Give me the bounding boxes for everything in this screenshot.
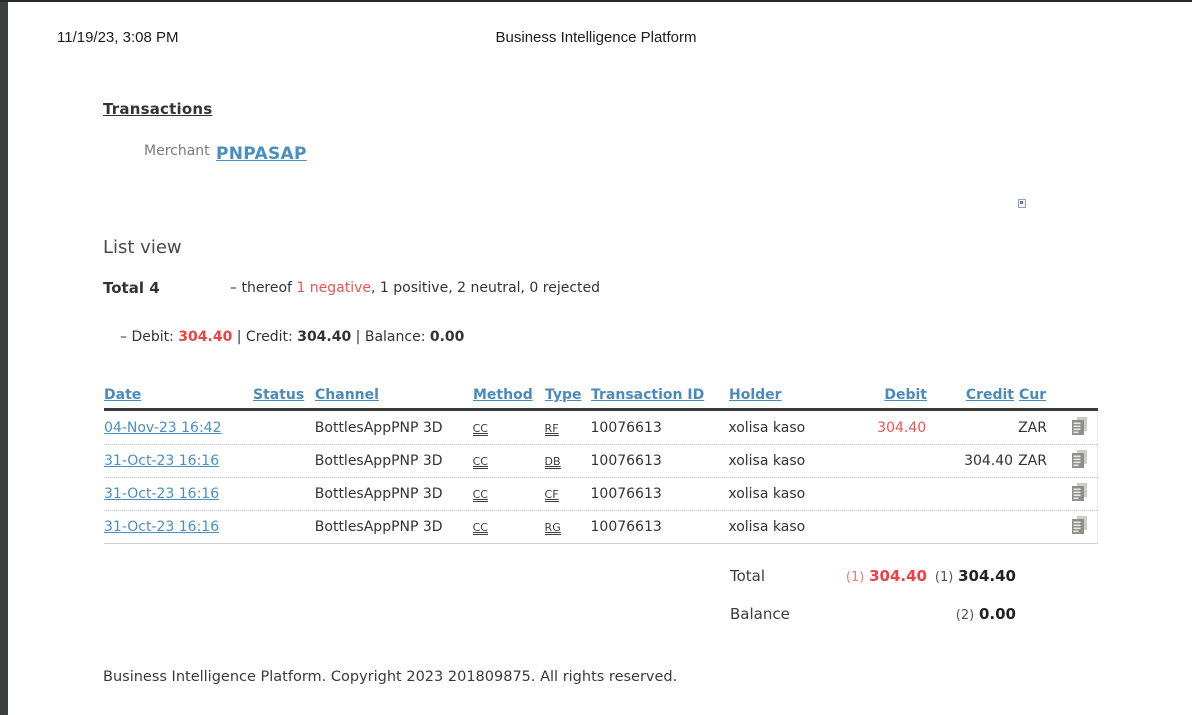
column-header-holder[interactable]: Holder [729, 387, 782, 403]
type-link[interactable]: RF [544, 421, 559, 436]
column-header-status[interactable]: Status [253, 387, 305, 403]
total-debit: (1) 304.40 [846, 567, 927, 585]
holder-cell: xolisa kaso [728, 419, 806, 436]
document-copy-icon[interactable] [1071, 449, 1089, 473]
transaction-date-link[interactable]: 04-Nov-23 16:42 [104, 419, 222, 436]
currency-cell: ZAR [1018, 419, 1047, 436]
merchant-link[interactable]: PNPASAP [216, 144, 307, 164]
credit-label: | Credit: [232, 329, 298, 345]
currency-cell: ZAR [1018, 453, 1047, 469]
column-header-credit[interactable]: Credit [965, 387, 1014, 403]
transaction-date-link[interactable]: 31-Oct-23 16:16 [104, 486, 220, 502]
balance-value: 0.00 [978, 605, 1016, 623]
document-copy-icon[interactable] [1071, 416, 1089, 440]
footer-copyright: Business Intelligence Platform. Copyrigh… [103, 669, 678, 685]
type-link[interactable]: DB [544, 455, 561, 469]
type-link[interactable]: CF [544, 488, 559, 502]
transaction-id-cell: 10076613 [590, 419, 662, 436]
column-header-transaction-id[interactable]: Transaction ID [591, 387, 705, 403]
table-header-row: Date Status Channel Method Type Transact… [104, 382, 1098, 411]
channel-cell: BottlesAppPNP 3D [314, 453, 443, 469]
credit-total-value: 304.40 [297, 329, 352, 345]
broken-image-icon [1018, 199, 1026, 208]
table-body: 04-Nov-23 16:42 BottlesAppPNP 3D CC RF 1… [104, 411, 1098, 544]
debit-total-value: 304.40 [178, 329, 233, 345]
thereof-breakdown: – thereof 1 negative, 1 positive, 2 neut… [230, 280, 601, 296]
table-row: 31-Oct-23 16:16 BottlesAppPNP 3D CC CF 1… [104, 477, 1097, 510]
holder-cell: xolisa kaso [728, 453, 806, 469]
total-count: Total 4 [103, 279, 160, 297]
table-row: 31-Oct-23 16:16 BottlesAppPNP 3D CC RG 1… [104, 510, 1097, 543]
total-credit-count: (1) [934, 570, 954, 585]
holder-cell: xolisa kaso [728, 519, 806, 535]
total-debit-count: (1) [845, 570, 865, 585]
total-row-label: Total [730, 567, 766, 585]
transaction-date-link[interactable]: 31-Oct-23 16:16 [104, 519, 220, 535]
balance-label: | Balance: [351, 329, 430, 345]
print-datetime: 11/19/23, 3:08 PM [57, 29, 179, 46]
report-heading: Transactions [103, 100, 213, 118]
transaction-date-link[interactable]: 31-Oct-23 16:16 [104, 453, 220, 469]
document-copy-icon[interactable] [1071, 482, 1089, 506]
credit-cell: 304.40 [964, 453, 1014, 469]
method-link[interactable]: CC [472, 521, 488, 535]
table-totals: Total (1) 304.40 (1) 304.40 Balance (2) … [104, 563, 1098, 639]
total-credit: (1) 304.40 [935, 567, 1016, 585]
column-header-method[interactable]: Method [473, 387, 533, 403]
merchant-label: Merchant [144, 143, 210, 159]
total-debit-value: 304.40 [869, 567, 927, 585]
column-header-cur[interactable]: Cur [1019, 387, 1047, 403]
balance-total-value: 0.00 [429, 329, 465, 345]
transaction-id-cell: 10076613 [590, 453, 662, 469]
table-row: 04-Nov-23 16:42 BottlesAppPNP 3D CC RF 1… [104, 411, 1097, 444]
channel-cell: BottlesAppPNP 3D [314, 486, 443, 502]
balance-count: (2) [955, 608, 975, 623]
transaction-id-cell: 10076613 [590, 486, 662, 502]
column-header-type[interactable]: Type [545, 387, 582, 403]
debit-cell: 304.40 [877, 419, 927, 436]
column-header-debit[interactable]: Debit [884, 387, 927, 403]
type-link[interactable]: RG [544, 521, 561, 535]
method-link[interactable]: CC [472, 421, 488, 436]
channel-cell: BottlesAppPNP 3D [314, 519, 443, 535]
document-copy-icon[interactable] [1071, 515, 1089, 539]
total-summary-line: Total 4 – thereof 1 negative, 1 positive… [103, 279, 600, 297]
balance-value-cell: (2) 0.00 [956, 605, 1016, 623]
page-title: Business Intelligence Platform [495, 29, 697, 46]
amount-summary-line: – Debit: 304.40 | Credit: 304.40 | Balan… [120, 329, 464, 345]
holder-cell: xolisa kaso [728, 486, 806, 502]
debit-label: – Debit: [120, 329, 179, 345]
channel-cell: BottlesAppPNP 3D [314, 419, 443, 436]
negative-count: 1 negative [296, 280, 372, 296]
balance-row: Balance (2) 0.00 [104, 601, 1098, 639]
table-row: 31-Oct-23 16:16 BottlesAppPNP 3D CC DB 1… [104, 444, 1097, 477]
column-header-date[interactable]: Date [104, 387, 142, 403]
total-credit-value: 304.40 [958, 567, 1016, 585]
balance-row-label: Balance [730, 605, 790, 623]
method-link[interactable]: CC [472, 455, 488, 469]
transactions-table: Date Status Channel Method Type Transact… [104, 382, 1098, 544]
total-row: Total (1) 304.40 (1) 304.40 [104, 563, 1098, 601]
window-left-edge-bar [0, 2, 8, 715]
list-view-title: List view [103, 237, 182, 258]
method-link[interactable]: CC [472, 488, 488, 502]
column-header-channel[interactable]: Channel [315, 387, 379, 403]
transaction-id-cell: 10076613 [590, 519, 662, 535]
